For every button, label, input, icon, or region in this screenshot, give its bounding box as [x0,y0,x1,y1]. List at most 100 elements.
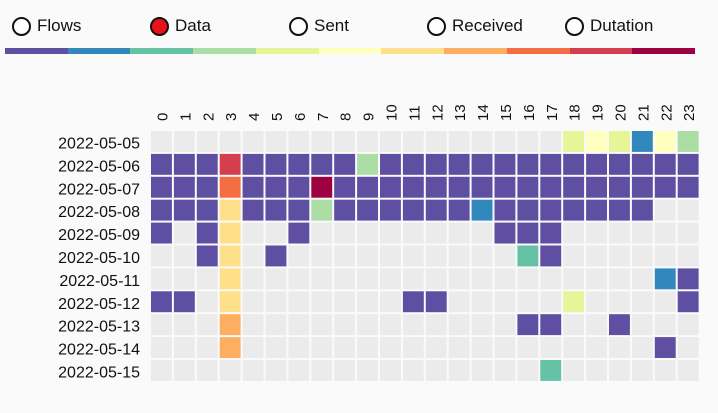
heatmap-cell-empty[interactable] [380,222,401,244]
heatmap-cell[interactable] [448,153,470,175]
heatmap-cell[interactable] [517,199,539,221]
heatmap-cell-empty[interactable] [288,337,310,358]
heatmap-cell-empty[interactable] [563,337,585,358]
heatmap-cell[interactable] [586,199,607,221]
heatmap-cell-empty[interactable] [448,131,470,152]
heatmap-cell-empty[interactable] [402,245,424,267]
heatmap-cell[interactable] [540,176,562,198]
heatmap-cell-empty[interactable] [425,268,447,290]
metric-option-flows[interactable]: Flows [12,14,81,38]
metric-option-data[interactable]: Data [150,14,211,38]
heatmap-cell[interactable] [288,153,310,175]
heatmap-cell-empty[interactable] [173,337,195,358]
heatmap-cell[interactable] [517,153,539,175]
heatmap-cell[interactable] [517,222,539,244]
heatmap-cell[interactable] [540,199,562,221]
metric-option-duration[interactable]: Dutation [565,14,653,38]
heatmap-cell-empty[interactable] [448,222,470,244]
heatmap-cell[interactable] [677,131,699,152]
heatmap-cell-empty[interactable] [631,337,653,358]
heatmap-cell-empty[interactable] [334,268,356,290]
heatmap-cell-empty[interactable] [586,360,607,381]
heatmap-cell-empty[interactable] [242,314,264,336]
heatmap-cell-empty[interactable] [471,245,493,267]
heatmap-cell[interactable] [677,153,699,175]
heatmap-cell[interactable] [631,131,653,152]
heatmap-cell[interactable] [540,245,562,267]
heatmap-cell-empty[interactable] [334,245,356,267]
heatmap-cell-empty[interactable] [494,131,516,152]
heatmap-cell-empty[interactable] [471,291,493,313]
heatmap-cell-empty[interactable] [242,222,264,244]
heatmap-cell[interactable] [631,199,653,221]
heatmap-cell-empty[interactable] [151,314,172,336]
heatmap-cell[interactable] [609,314,630,336]
heatmap-cell[interactable] [288,222,310,244]
heatmap-cell-empty[interactable] [425,314,447,336]
heatmap-cell-empty[interactable] [311,291,333,313]
heatmap-cell-empty[interactable] [242,245,264,267]
heatmap-cell[interactable] [219,199,241,221]
heatmap-cell-empty[interactable] [219,131,241,152]
heatmap-cell-empty[interactable] [425,337,447,358]
heatmap-cell[interactable] [173,291,195,313]
heatmap-cell-empty[interactable] [425,222,447,244]
heatmap-cell-empty[interactable] [540,268,562,290]
heatmap-cell[interactable] [219,245,241,267]
heatmap-cell-empty[interactable] [517,291,539,313]
heatmap-cell[interactable] [242,176,264,198]
heatmap-cell[interactable] [654,268,676,290]
heatmap-cell[interactable] [334,199,356,221]
heatmap-cell-empty[interactable] [677,337,699,358]
heatmap-cell-empty[interactable] [677,222,699,244]
heatmap-cell-empty[interactable] [425,245,447,267]
heatmap-cell-empty[interactable] [334,337,356,358]
heatmap-cell-empty[interactable] [654,199,676,221]
heatmap-cell[interactable] [334,176,356,198]
heatmap-cell-empty[interactable] [654,222,676,244]
heatmap-cell[interactable] [609,176,630,198]
heatmap-cell-empty[interactable] [357,291,378,313]
heatmap-cell-empty[interactable] [517,268,539,290]
heatmap-cell[interactable] [425,199,447,221]
heatmap-cell[interactable] [471,176,493,198]
heatmap-cell-empty[interactable] [173,360,195,381]
heatmap-cell-empty[interactable] [563,268,585,290]
heatmap-cell[interactable] [517,314,539,336]
heatmap-cell[interactable] [402,153,424,175]
heatmap-cell-empty[interactable] [654,291,676,313]
heatmap-cell-empty[interactable] [311,337,333,358]
heatmap-cell[interactable] [654,153,676,175]
heatmap-cell[interactable] [196,199,218,221]
heatmap-cell-empty[interactable] [631,360,653,381]
heatmap-cell[interactable] [151,176,172,198]
heatmap-cell-empty[interactable] [242,131,264,152]
heatmap-cell-empty[interactable] [494,245,516,267]
heatmap-cell-empty[interactable] [586,222,607,244]
heatmap-cell-empty[interactable] [196,291,218,313]
heatmap-cell-empty[interactable] [242,268,264,290]
heatmap-cell[interactable] [563,131,585,152]
heatmap-cell[interactable] [448,176,470,198]
heatmap-cell[interactable] [196,245,218,267]
heatmap-cell-empty[interactable] [540,291,562,313]
heatmap-cell[interactable] [425,291,447,313]
heatmap-cell-empty[interactable] [677,245,699,267]
heatmap-cell-empty[interactable] [448,245,470,267]
heatmap-cell-empty[interactable] [448,360,470,381]
heatmap-cell[interactable] [288,199,310,221]
heatmap-cell-empty[interactable] [242,360,264,381]
heatmap-cell-empty[interactable] [448,268,470,290]
heatmap-cell[interactable] [609,153,630,175]
heatmap-cell-empty[interactable] [631,245,653,267]
heatmap-cell[interactable] [219,176,241,198]
heatmap-cell[interactable] [311,199,333,221]
heatmap-cell-empty[interactable] [609,268,630,290]
heatmap-cell[interactable] [586,131,607,152]
heatmap-cell-empty[interactable] [494,268,516,290]
heatmap-cell-empty[interactable] [265,268,287,290]
heatmap-cell-empty[interactable] [265,360,287,381]
heatmap-cell[interactable] [448,199,470,221]
heatmap-cell-empty[interactable] [631,268,653,290]
heatmap-cell[interactable] [677,291,699,313]
